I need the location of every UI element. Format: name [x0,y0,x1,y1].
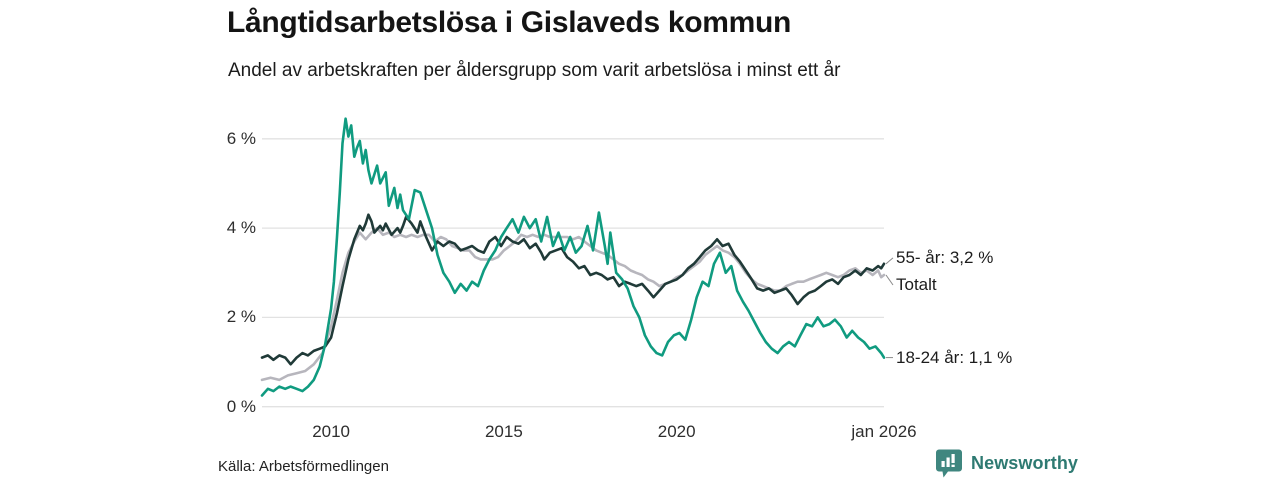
series-line-18-24-r [260,117,886,397]
x-tick-2010: 2010 [312,422,351,441]
y-tick-6: 6 % [226,128,256,148]
newsworthy-bar-chart-pin-icon [936,449,962,478]
brand-name: Newsworthy [971,453,1079,473]
series-line-totalt [260,226,886,382]
series-end-label-totalt: Totalt [896,274,937,294]
x-tick-2020: 2020 [657,422,696,441]
newsworthy-logo: Newsworthy [936,449,1078,478]
chart-subtitle: Andel av arbetskraften per åldersgrupp s… [228,60,841,81]
source-note: Källa: Arbetsförmedlingen [218,458,389,475]
series-line-55-r [260,213,886,366]
y-tick-4: 4 % [226,218,256,238]
chart-title: Långtidsarbetslösa i Gislaveds kommun [227,6,792,39]
series-end-label-55: 55- år: 3,2 % [896,247,994,267]
y-tick-0: 0 % [226,396,256,416]
x-tick-2015: 2015 [484,422,523,441]
y-tick-2: 2 % [226,307,256,327]
end-label-connector [885,274,894,286]
x-tick-jan-2026: jan 2026 [851,422,917,441]
end-label-connector [885,257,894,265]
series-end-label-18-24: 18-24 år: 1,1 % [896,347,1013,367]
